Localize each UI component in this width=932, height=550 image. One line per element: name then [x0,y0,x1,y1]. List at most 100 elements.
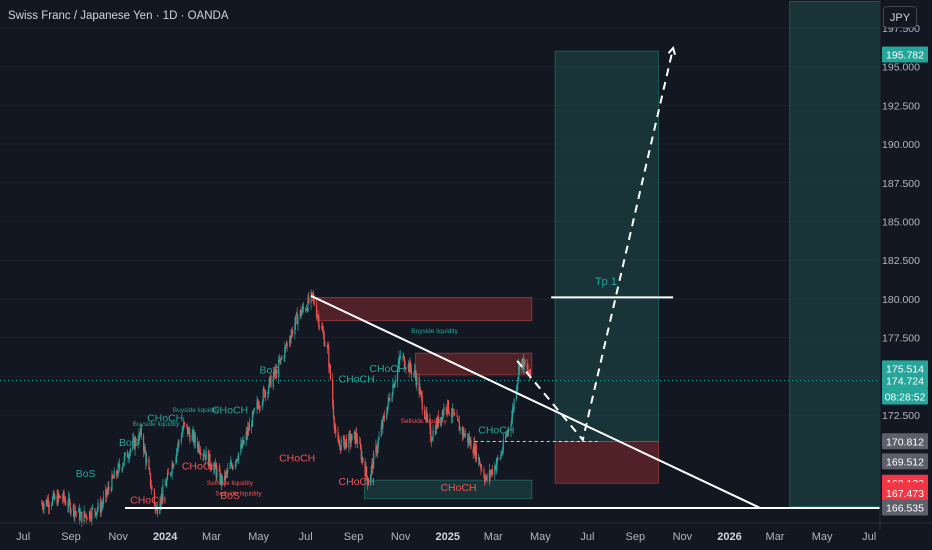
candle-body [258,406,260,409]
candle-body [393,383,396,388]
candle-body [351,434,353,441]
price-tag-label: 167.473 [886,488,924,500]
candle-body [92,508,94,510]
candle-body [469,439,471,444]
candle-body [398,357,400,364]
candle-body [312,292,314,295]
candle-body [470,439,472,450]
price-tag [882,499,928,516]
candle-body [517,377,519,384]
candle-body [171,463,173,474]
candle-body [204,454,206,460]
price-tag-label: 170.812 [886,436,924,448]
candle-body [375,445,377,454]
annotation-label: Buyside liquidity [173,407,220,414]
candle-body [425,411,427,420]
candle-body [318,325,321,327]
price-tag-label: 166.535 [886,503,924,515]
candle-body [443,407,445,415]
candle-body [416,376,418,385]
candle-body [215,468,217,478]
currency-button[interactable]: JPY [883,6,917,28]
candle-body [288,340,291,343]
candle-body [127,457,129,459]
candle-body [524,359,526,366]
candle-body [360,448,362,460]
candle-body [251,424,253,427]
candle-body [159,507,161,514]
candle-body [310,292,312,303]
candle-body [268,378,271,388]
candle-body [160,493,162,505]
candle-body [302,306,304,309]
candle-body [274,369,276,375]
candle-body [474,445,477,456]
candle-body [295,315,297,325]
candle-body [515,390,518,400]
candle-body [355,433,357,444]
candle-body [264,389,266,398]
candle-body [101,505,103,507]
candle-body [166,472,169,480]
candle-body [202,454,204,456]
candle-body [435,421,437,434]
candle-body [75,511,78,513]
candle-body [463,429,465,437]
candle-body [491,469,493,473]
x-tick-label: 2026 [717,531,741,543]
candle-body [234,463,237,467]
candle-body [356,433,358,439]
candle-body [518,365,520,378]
x-tick-label: Nov [673,531,693,543]
candle-body [129,448,132,452]
candle-body [91,508,93,520]
candle-body [58,493,60,497]
annotation-label: CHoCH [369,363,405,375]
candle-body [440,417,443,421]
price-tag-label: 175.514 [886,363,924,375]
candle-body [521,359,523,370]
candle-body [178,441,180,443]
candle-body [129,451,131,458]
candle-body [354,431,356,444]
candle-body [294,324,296,335]
candle-body [345,439,347,443]
candle-body [344,442,346,449]
candle-body [464,433,467,435]
x-tick-label: Nov [391,531,411,543]
candle-body [423,409,426,419]
candle-body [386,405,389,414]
annotation-label: BoS [220,490,240,502]
candle-body [247,427,250,431]
price-tag-label: 08:28:52 [885,392,926,404]
candle-body [342,436,345,441]
candle-body [220,475,223,484]
candle-body [468,437,470,444]
candle-body [334,427,336,430]
candle-body [226,472,228,473]
candle-body [124,452,126,456]
candle-body [407,363,409,369]
candle-body [154,503,156,510]
candle-body [430,427,432,442]
candle-body [108,487,110,490]
candle-body [191,434,193,441]
candle-body [248,424,250,431]
candle-body [316,316,318,318]
candle-body [67,504,69,507]
candle-body [327,347,329,348]
candle-body [183,422,185,429]
candle-body [458,422,460,431]
candle-body [410,361,412,370]
x-tick-label: Jul [16,531,30,543]
candle-body [200,452,202,456]
candle-body [48,500,50,508]
candle-body [378,436,380,440]
candle-body [197,443,199,449]
x-tick-label: Jul [580,531,594,543]
candle-body [110,489,112,491]
candle-body [323,334,325,346]
candle-body [473,443,475,454]
